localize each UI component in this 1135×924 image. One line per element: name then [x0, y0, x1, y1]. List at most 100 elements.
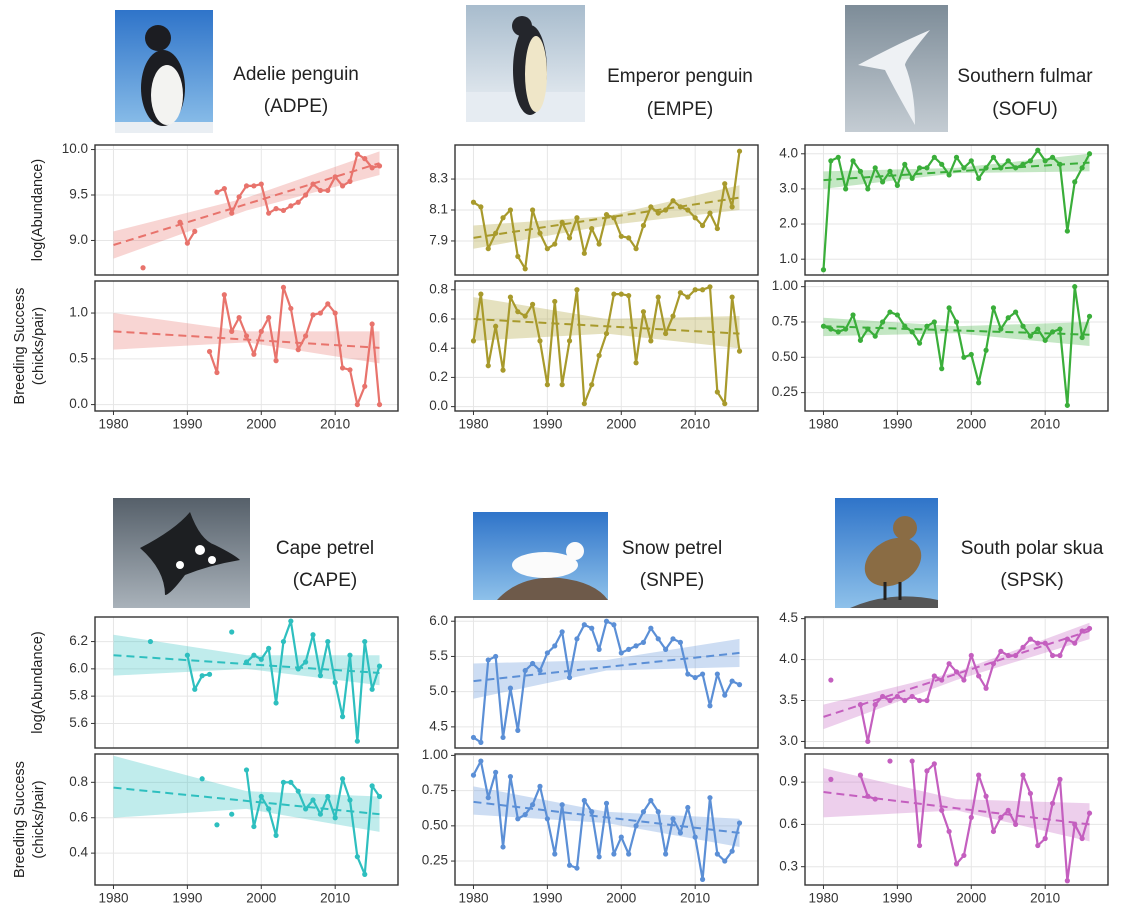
data-point [370, 687, 375, 692]
y-tick-label: 1.00 [772, 278, 798, 293]
data-point [887, 698, 892, 703]
y-tick-label: 0.8 [429, 281, 448, 296]
data-point [1072, 641, 1077, 646]
y-tick-label: 5.6 [69, 715, 88, 730]
data-point [858, 773, 863, 778]
y-axis-label: (chicks/pair) [31, 780, 47, 858]
data-point [707, 284, 712, 289]
data-point [917, 165, 922, 170]
data-point [983, 794, 988, 799]
data-point [530, 302, 535, 307]
data-point [1035, 148, 1040, 153]
y-tick-label: 6.0 [69, 660, 88, 675]
data-point [998, 326, 1003, 331]
data-point [229, 211, 234, 216]
y-tick-label: 3.0 [779, 180, 798, 195]
data-point [296, 666, 301, 671]
data-point [486, 795, 491, 800]
data-point [1080, 628, 1085, 633]
data-point [700, 671, 705, 676]
data-point [486, 246, 491, 251]
data-point [1087, 811, 1092, 816]
y-tick-label: 9.0 [69, 232, 88, 247]
data-point [597, 854, 602, 859]
data-point [836, 329, 841, 334]
data-point [998, 649, 1003, 654]
y-tick-label: 9.5 [69, 187, 88, 202]
species-code: (EMPE) [647, 99, 714, 120]
data-point [895, 694, 900, 699]
data-point [1035, 641, 1040, 646]
data-point [991, 155, 996, 160]
data-point [1072, 284, 1077, 289]
y-tick-label: 1.0 [779, 251, 798, 266]
data-point [362, 156, 367, 161]
data-point [537, 668, 542, 673]
data-point [722, 693, 727, 698]
data-point [969, 352, 974, 357]
y-tick-label: 7.9 [429, 233, 448, 248]
data-point [1006, 653, 1011, 658]
x-tick-label: 2000 [246, 417, 276, 432]
data-point [207, 349, 212, 354]
data-point [737, 349, 742, 354]
data-point [983, 686, 988, 691]
data-point [730, 294, 735, 299]
data-point [828, 158, 833, 163]
data-point [1020, 645, 1025, 650]
species-code: (SOFU) [992, 99, 1057, 120]
data-point [1028, 791, 1033, 796]
data-point [493, 654, 498, 659]
data-point [574, 865, 579, 870]
data-point [1057, 653, 1062, 658]
data-point [865, 739, 870, 744]
data-point [471, 338, 476, 343]
data-point [626, 647, 631, 652]
data-point [902, 324, 907, 329]
data-point [902, 698, 907, 703]
data-point [722, 401, 727, 406]
x-tick-label: 2000 [956, 417, 986, 432]
y-tick-label: 5.5 [429, 648, 448, 663]
y-tick-label: 4.5 [429, 718, 448, 733]
data-point [333, 310, 338, 315]
data-point [663, 851, 668, 856]
y-axis-label: log(Abundance) [30, 631, 46, 733]
data-point [991, 661, 996, 666]
data-point [670, 636, 675, 641]
data-point [545, 650, 550, 655]
photo-snow-petrel [473, 512, 608, 600]
data-point [648, 338, 653, 343]
data-point [604, 801, 609, 806]
y-tick-label: 0.75 [772, 314, 798, 329]
data-point [633, 823, 638, 828]
data-point [259, 329, 264, 334]
data-point [707, 210, 712, 215]
data-point [611, 622, 616, 627]
data-point [1072, 822, 1077, 827]
data-point [574, 287, 579, 292]
data-point [567, 863, 572, 868]
data-point [1057, 162, 1062, 167]
data-point [1080, 836, 1085, 841]
data-point [685, 671, 690, 676]
data-point [185, 653, 190, 658]
data-point [648, 204, 653, 209]
data-point [707, 795, 712, 800]
data-point [715, 226, 720, 231]
data-point [947, 172, 952, 177]
data-point [545, 382, 550, 387]
data-point [523, 313, 528, 318]
data-point [685, 294, 690, 299]
data-point [663, 647, 668, 652]
data-point [910, 758, 915, 763]
y-tick-label: 1.0 [69, 305, 88, 320]
data-point [1043, 641, 1048, 646]
data-point [508, 207, 513, 212]
data-point [932, 673, 937, 678]
data-point [648, 798, 653, 803]
y-tick-label: 0.3 [779, 858, 798, 873]
data-point [670, 816, 675, 821]
data-point [1028, 334, 1033, 339]
data-point [597, 353, 602, 358]
